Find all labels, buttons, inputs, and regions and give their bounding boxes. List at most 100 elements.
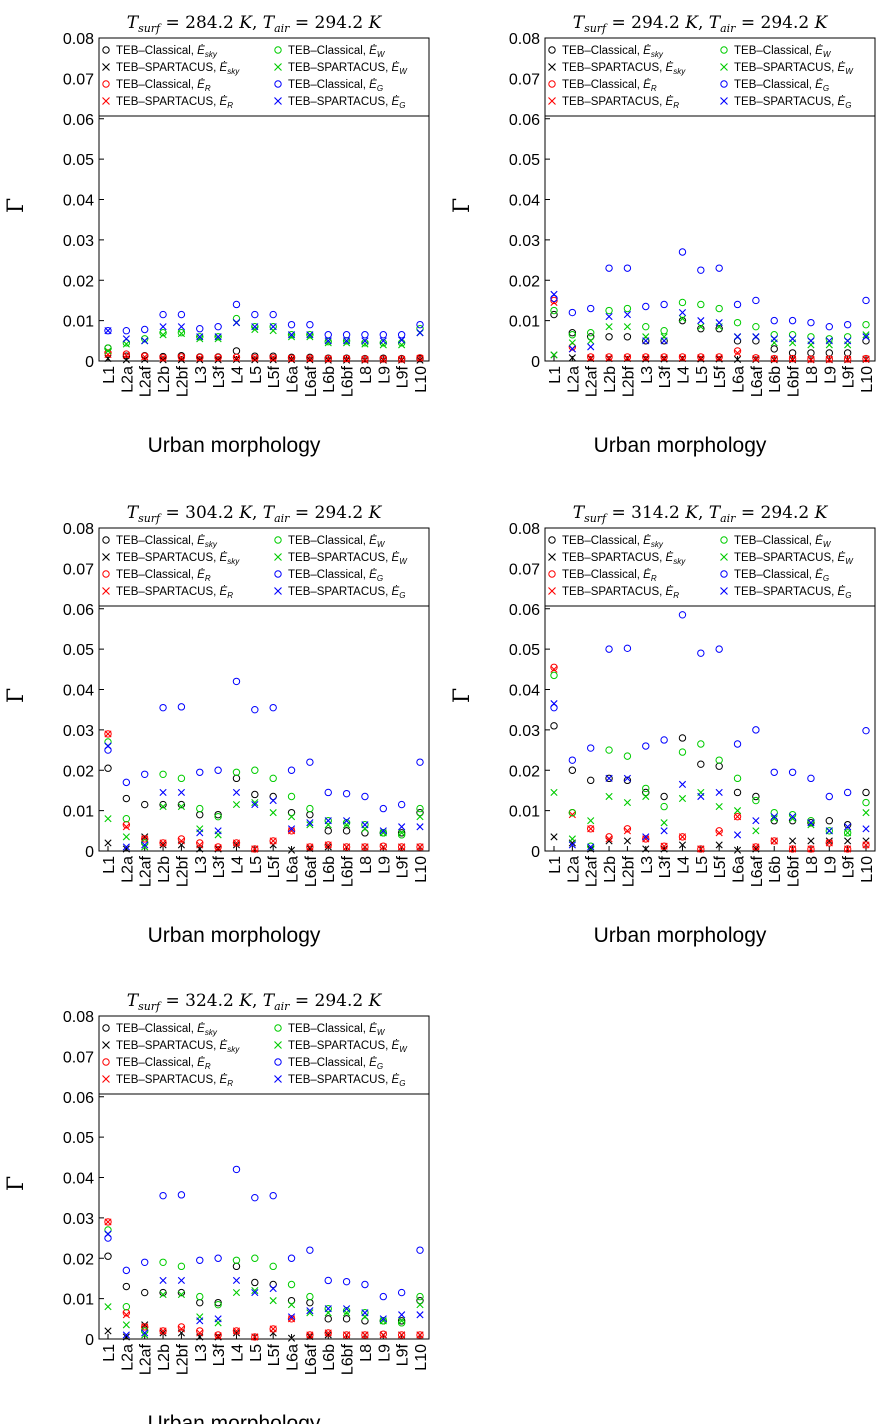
data-point-cross [587,343,595,351]
data-point-circle [232,1256,241,1264]
data-point-circle [214,353,222,362]
x-tick-label: L2a [565,856,582,883]
data-point-cross [568,354,576,362]
data-point-circle [678,833,687,841]
data-point-circle [825,322,833,331]
x-tick-label: L5f [266,365,283,388]
data-point-circle [733,812,742,821]
data-point-circle [251,766,259,774]
data-point-cross [605,354,613,362]
data-point-circle [825,827,833,835]
data-point-circle [287,1254,296,1262]
legend-marker-circle [102,570,110,578]
data-point-circle [416,1331,424,1339]
legend-label: TEB–SPARTACUS, Ėsky [116,1040,240,1054]
data-point-cross [605,312,613,321]
data-point-circle [788,316,797,325]
legend-label: TEB–SPARTACUS, ĖW [288,552,408,566]
data-point-cross [361,340,369,348]
legend-marker-cross [274,97,282,105]
data-point-cross [141,353,149,361]
legend-marker-circle [548,570,556,578]
legend-marker-circle [720,46,728,54]
data-point-cross [788,356,797,364]
data-point-cross [623,798,632,807]
y-tick-label: 0.07 [63,561,94,578]
legend-symbol: Ė [220,1040,228,1052]
legend-subscript: G [845,101,851,110]
data-point-circle [843,333,852,341]
title-value: = 294.2 [289,13,368,33]
data-point-circle [568,756,577,764]
data-point-circle [550,296,558,305]
data-point-circle [214,322,222,331]
title-value: = 294.2 [735,503,814,523]
data-point-circle [660,842,668,850]
data-point-cross [214,333,222,341]
data-point-cross [825,355,833,363]
data-point-cross [678,833,687,841]
legend-symbol: Ė [392,62,400,74]
data-point-cross [141,833,149,841]
data-point-cross [844,823,852,831]
x-tick-label: L10 [859,856,876,883]
y-tick-label: 0.08 [509,521,540,538]
data-point-circle [678,611,687,619]
x-tick-label: L2bf [620,365,637,397]
data-point-circle [232,314,241,323]
legend-item: TEB–SPARTACUS, ĖW [720,552,854,566]
data-point-circle [232,774,241,783]
data-point-cross [825,839,833,847]
data-point-cross [416,356,424,364]
legend-symbol: Ė [369,45,377,57]
data-point-cross [306,844,314,853]
legend-symbol: Ė [838,586,846,598]
data-point-cross [788,815,797,823]
data-point-circle [605,774,613,783]
data-point-circle [379,355,387,363]
data-point-cross [342,339,351,347]
legend-label-text: TEB–SPARTACUS, [562,552,666,564]
x-tick-label: L2bf [620,855,637,887]
legend-subscript: sky [205,540,218,549]
x-tick-label: L5f [712,855,729,878]
data-point-circle [196,768,204,776]
data-point-circle [287,792,296,801]
data-point-circle [752,337,760,345]
y-tick-label: 0.01 [509,804,540,821]
data-point-cross [306,819,314,827]
legend-marker-cross [548,587,556,595]
data-point-circle [269,837,277,845]
data-point-circle [141,800,149,809]
data-point-cross [862,333,870,341]
data-point-cross [141,843,149,851]
data-point-circle [379,339,387,347]
data-point-cross [324,339,332,347]
title-value: = 304.2 [160,503,239,523]
title-subscript: air [720,22,736,35]
data-point-cross [196,829,204,837]
data-point-cross [587,843,595,851]
data-point-circle [416,804,424,813]
legend-label: TEB–SPARTACUS, ĖR [562,586,679,600]
data-point-circle [623,333,632,341]
legend-subscript: G [845,591,851,600]
data-point-circle [177,310,186,319]
title-unit: K [238,13,253,33]
data-point-circle [788,768,797,776]
data-point-circle [550,671,558,680]
legend-symbol: Ė [369,1023,377,1035]
data-point-cross [715,788,723,797]
y-tick-label: 0.04 [63,1171,94,1188]
data-point-cross [141,337,149,345]
data-point-circle [587,825,595,833]
data-point-cross [104,327,112,335]
data-point-circle [159,1258,167,1266]
data-point-cross [550,833,558,841]
legend-marker-cross [102,553,110,561]
data-point-circle [379,1292,387,1301]
legend-item: TEB–SPARTACUS, ĖR [102,1074,233,1088]
data-point-circle [104,764,112,772]
data-point-cross [214,844,222,852]
data-point-circle [642,835,650,843]
